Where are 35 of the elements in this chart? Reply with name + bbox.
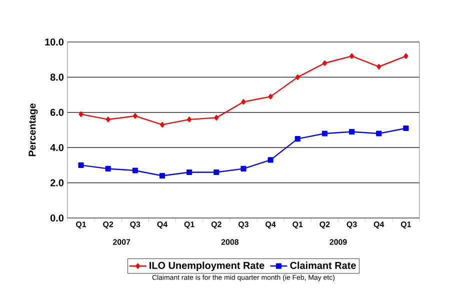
point — [186, 169, 192, 176]
point — [105, 166, 111, 172]
y-tick-label: 2.0 — [50, 179, 64, 186]
point — [348, 128, 355, 135]
point — [295, 74, 300, 80]
point — [376, 64, 382, 70]
y-tick-label: 4.0 — [50, 144, 64, 152]
point — [403, 125, 409, 132]
point — [78, 162, 84, 168]
point — [214, 114, 219, 120]
point — [268, 94, 273, 100]
legend-label: Claimant Rate — [290, 262, 356, 269]
y-tick-label: 10.0 — [45, 38, 64, 46]
point — [132, 168, 138, 174]
point — [214, 169, 220, 176]
point — [322, 130, 328, 136]
point — [160, 122, 164, 128]
point — [404, 53, 408, 59]
y-tick-label: 8.0 — [50, 74, 64, 81]
legend-label: ILO Unemployment Rate — [150, 262, 264, 271]
point — [132, 113, 138, 119]
y-tick-label: 0.0 — [50, 214, 64, 222]
point — [322, 60, 327, 66]
point — [187, 116, 192, 122]
point — [268, 157, 274, 163]
point — [106, 116, 110, 122]
point — [159, 172, 166, 179]
point — [241, 99, 246, 105]
point — [78, 111, 84, 117]
y-tick-label: 6.0 — [50, 108, 64, 116]
y-axis-title: Percentage — [28, 103, 38, 156]
point — [376, 130, 382, 136]
point — [350, 53, 354, 59]
point — [294, 136, 300, 142]
point — [240, 166, 246, 172]
